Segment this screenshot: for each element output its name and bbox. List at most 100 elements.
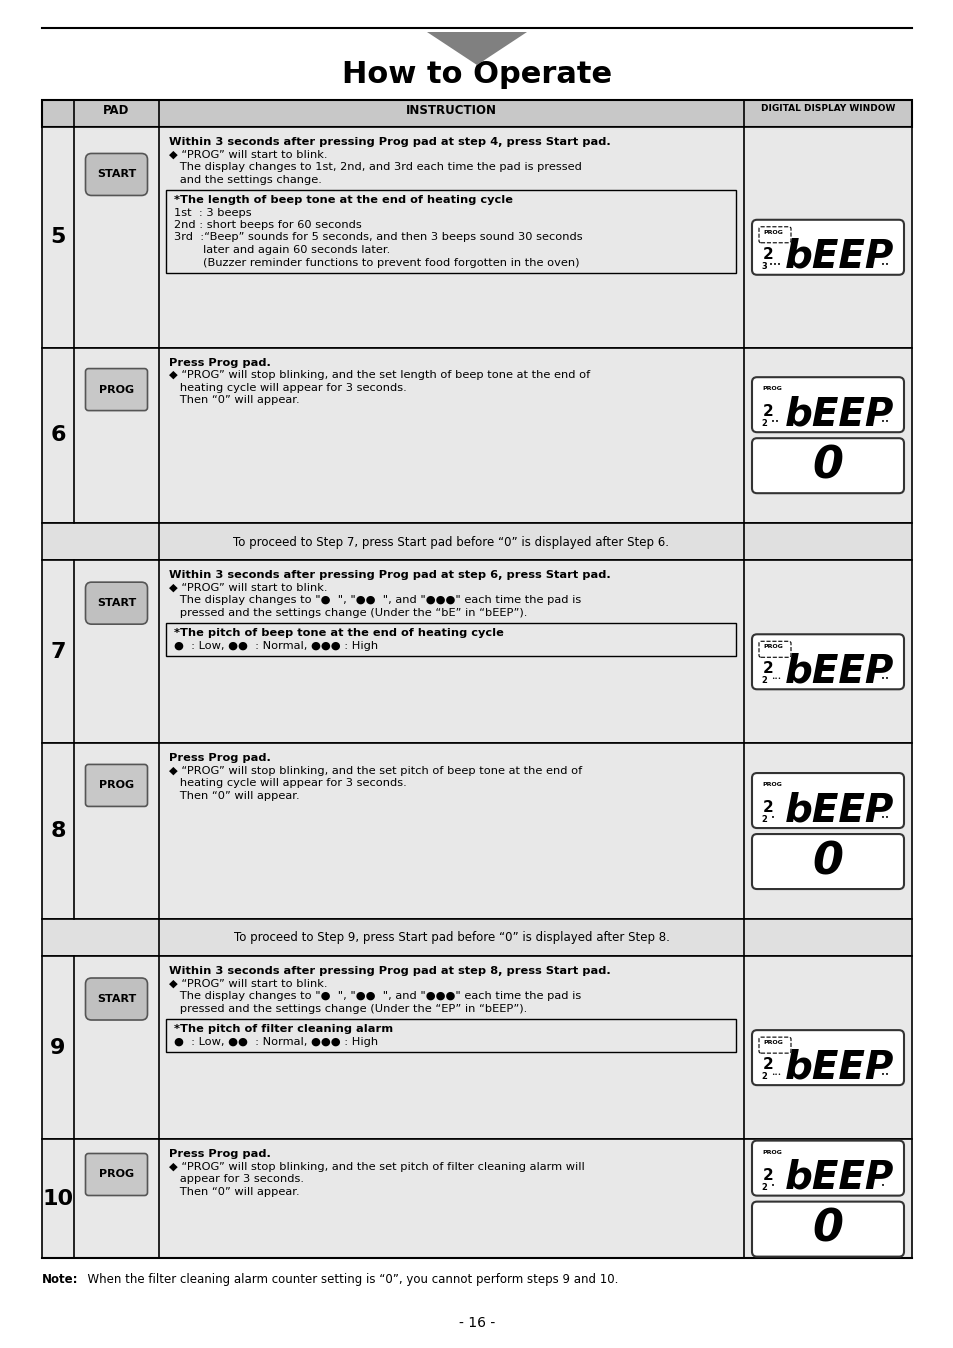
Text: PROG: PROG [761,1150,781,1155]
Text: INSTRUCTION: INSTRUCTION [406,104,497,117]
Text: 2: 2 [760,1182,766,1192]
Text: 0: 0 [812,840,842,883]
Text: 0: 0 [812,1208,842,1251]
Bar [42,956,911,1139]
Text: 2: 2 [762,662,773,677]
Text: bEEP: bEEP [784,791,894,829]
Bar [42,348,911,523]
Text: The display changes to "●  ", "●●  ", and "●●●" each time the pad is: The display changes to "● ", "●● ", and … [169,596,580,605]
FancyBboxPatch shape [86,979,148,1020]
Text: 2: 2 [760,816,766,824]
Bar [166,190,735,274]
Text: To proceed to Step 9, press Start pad before “0” is displayed after Step 8.: To proceed to Step 9, press Start pad be… [233,931,669,945]
Text: later and again 60 seconds later.: later and again 60 seconds later. [173,245,390,255]
FancyBboxPatch shape [751,438,903,493]
Text: PROG: PROG [762,644,782,650]
Text: heating cycle will appear for 3 seconds.: heating cycle will appear for 3 seconds. [169,778,406,789]
Text: 10: 10 [42,1189,73,1209]
FancyBboxPatch shape [86,764,148,806]
Text: •: • [880,1182,884,1189]
FancyBboxPatch shape [751,220,903,275]
Text: 2: 2 [762,404,773,419]
Bar [42,127,911,348]
Text: 2: 2 [760,677,766,685]
Text: bEEP: bEEP [784,652,894,690]
Text: 9: 9 [51,1038,66,1058]
Text: ••: •• [770,419,779,425]
Text: Then “0” will appear.: Then “0” will appear. [169,1186,299,1197]
Text: PROG: PROG [99,780,134,790]
Text: PROG: PROG [761,386,781,391]
Text: Press Prog pad.: Press Prog pad. [169,754,271,763]
Bar [166,623,735,656]
Text: pressed and the settings change (Under the “bE” in “bEEP”).: pressed and the settings change (Under t… [169,608,527,617]
Bar [42,561,911,743]
Text: ••: •• [880,1072,888,1078]
Text: pressed and the settings change (Under the “EP” in “bEEP”).: pressed and the settings change (Under t… [169,1003,527,1014]
Text: ◆ “PROG” will start to blink.: ◆ “PROG” will start to blink. [169,582,327,593]
Text: 0: 0 [812,445,842,487]
Text: bEEP: bEEP [784,1159,894,1197]
Text: PROG: PROG [99,1170,134,1180]
Text: 1st  : 3 beeps: 1st : 3 beeps [173,208,252,217]
Text: •••: ••• [770,677,781,681]
FancyBboxPatch shape [751,1030,903,1085]
Text: DIGITAL DISPLAY WINDOW: DIGITAL DISPLAY WINDOW [760,104,894,113]
Text: How to Operate: How to Operate [341,61,612,89]
Text: •••: ••• [768,262,781,268]
Text: Within 3 seconds after pressing Prog pad at step 4, press Start pad.: Within 3 seconds after pressing Prog pad… [169,137,610,147]
Text: 2: 2 [762,1057,773,1072]
Text: 2: 2 [760,419,766,429]
Bar [42,100,911,127]
Text: bEEP: bEEP [784,237,894,276]
FancyBboxPatch shape [86,1154,148,1196]
Text: Then “0” will appear.: Then “0” will appear. [169,395,299,404]
Text: PROG: PROG [761,782,781,787]
Text: •: • [770,816,774,821]
Text: START: START [97,993,136,1004]
Text: *The pitch of beep tone at the end of heating cycle: *The pitch of beep tone at the end of he… [173,628,503,638]
Text: PROG: PROG [762,229,782,235]
Text: 3rd  :“Beep” sounds for 5 seconds, and then 3 beeps sound 30 seconds: 3rd :“Beep” sounds for 5 seconds, and th… [173,232,582,243]
FancyBboxPatch shape [751,834,903,890]
FancyBboxPatch shape [751,1140,903,1196]
Text: ••: •• [880,816,888,821]
Text: Then “0” will appear.: Then “0” will appear. [169,791,299,801]
Text: 8: 8 [51,821,66,841]
Text: ••: •• [880,262,888,268]
Text: 2: 2 [760,1072,766,1081]
Polygon shape [427,32,526,65]
FancyBboxPatch shape [751,772,903,828]
Text: *The pitch of filter cleaning alarm: *The pitch of filter cleaning alarm [173,1024,393,1034]
Bar [42,743,911,919]
Text: 2nd : short beeps for 60 seconds: 2nd : short beeps for 60 seconds [173,220,361,231]
Text: 2: 2 [762,247,773,262]
Text: •••: ••• [770,1072,781,1077]
Text: ●  : Low, ●●  : Normal, ●●● : High: ● : Low, ●● : Normal, ●●● : High [173,1037,377,1046]
Text: ••: •• [880,677,888,682]
Text: Press Prog pad.: Press Prog pad. [169,357,271,368]
Text: bEEP: bEEP [784,1049,894,1086]
Text: ◆ “PROG” will stop blinking, and the set length of beep tone at the end of: ◆ “PROG” will stop blinking, and the set… [169,371,590,380]
Text: PROG: PROG [762,1041,782,1045]
Text: ◆ “PROG” will stop blinking, and the set pitch of filter cleaning alarm will: ◆ “PROG” will stop blinking, and the set… [169,1162,584,1171]
Text: START: START [97,599,136,608]
Text: appear for 3 seconds.: appear for 3 seconds. [169,1174,304,1185]
Text: (Buzzer reminder functions to prevent food forgotten in the oven): (Buzzer reminder functions to prevent fo… [173,257,578,267]
Text: ◆ “PROG” will stop blinking, and the set pitch of beep tone at the end of: ◆ “PROG” will stop blinking, and the set… [169,766,581,776]
Text: - 16 -: - 16 - [458,1316,495,1330]
Bar [42,523,911,561]
Text: 5: 5 [51,228,66,247]
Bar [166,1019,735,1051]
Text: •: • [770,1182,774,1189]
Text: ◆ “PROG” will start to blink.: ◆ “PROG” will start to blink. [169,979,327,988]
Text: 6: 6 [51,425,66,445]
Text: 2: 2 [762,801,773,816]
Text: and the settings change.: and the settings change. [169,174,321,185]
Text: Within 3 seconds after pressing Prog pad at step 6, press Start pad.: Within 3 seconds after pressing Prog pad… [169,570,610,580]
Text: *The length of beep tone at the end of heating cycle: *The length of beep tone at the end of h… [173,195,513,205]
Text: heating cycle will appear for 3 seconds.: heating cycle will appear for 3 seconds. [169,383,406,392]
FancyBboxPatch shape [751,1201,903,1256]
Text: Within 3 seconds after pressing Prog pad at step 8, press Start pad.: Within 3 seconds after pressing Prog pad… [169,967,610,976]
Text: START: START [97,170,136,179]
